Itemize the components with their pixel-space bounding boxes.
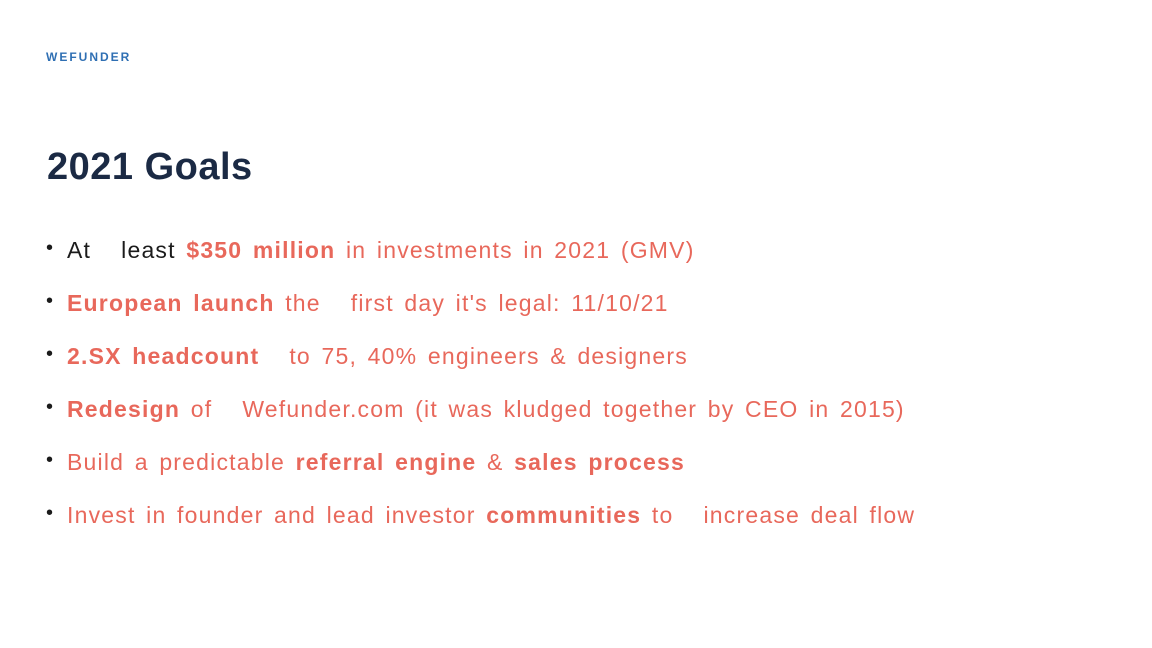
goal-item-referral-sales: Build a predictable referral engine & sa…: [46, 446, 926, 477]
goal-item-european-launch: European launch the first day it's legal:…: [46, 287, 926, 318]
page-title: 2021 Goals: [47, 146, 253, 188]
goal-text: first day it's legal: 11/10/21: [350, 290, 669, 316]
brand-wordmark: WEFUNDER: [46, 50, 132, 64]
goal-highlight: Redesign: [67, 396, 181, 422]
goal-highlight: 2.SX headcount: [67, 343, 260, 369]
goal-text: of: [190, 396, 213, 422]
goal-text: &: [487, 449, 504, 475]
goal-highlight: sales process: [514, 449, 685, 475]
goal-highlight: communities: [486, 502, 642, 528]
goal-highlight: $350 million: [186, 237, 336, 263]
goal-item-redesign: Redesign of Wefunder.com (it was kludged …: [46, 393, 926, 424]
goal-highlight: referral engine: [295, 449, 477, 475]
goal-text: Wefunder.com (it was kludged together by…: [242, 396, 905, 422]
goal-highlight: European launch: [67, 290, 275, 316]
goal-item-communities: Invest in founder and lead investor comm…: [46, 499, 926, 530]
goal-text: increase deal flow: [703, 502, 916, 528]
goal-text: to: [651, 502, 674, 528]
goal-text: least: [121, 237, 176, 263]
goal-item-headcount: 2.SX headcount to 75, 40% engineers & des…: [46, 340, 926, 371]
goal-item-gmv: At least $350 million in investments in 2…: [46, 234, 926, 265]
goal-text: Build a predictable: [67, 449, 286, 475]
goal-text: in investments in 2021 (GMV): [346, 237, 695, 263]
goal-text: Invest in founder and lead investor: [67, 502, 476, 528]
goal-text: to 75, 40% engineers & designers: [289, 343, 688, 369]
goal-text: the: [285, 290, 321, 316]
goal-text: At: [67, 237, 92, 263]
goals-list: At least $350 million in investments in 2…: [46, 234, 926, 530]
